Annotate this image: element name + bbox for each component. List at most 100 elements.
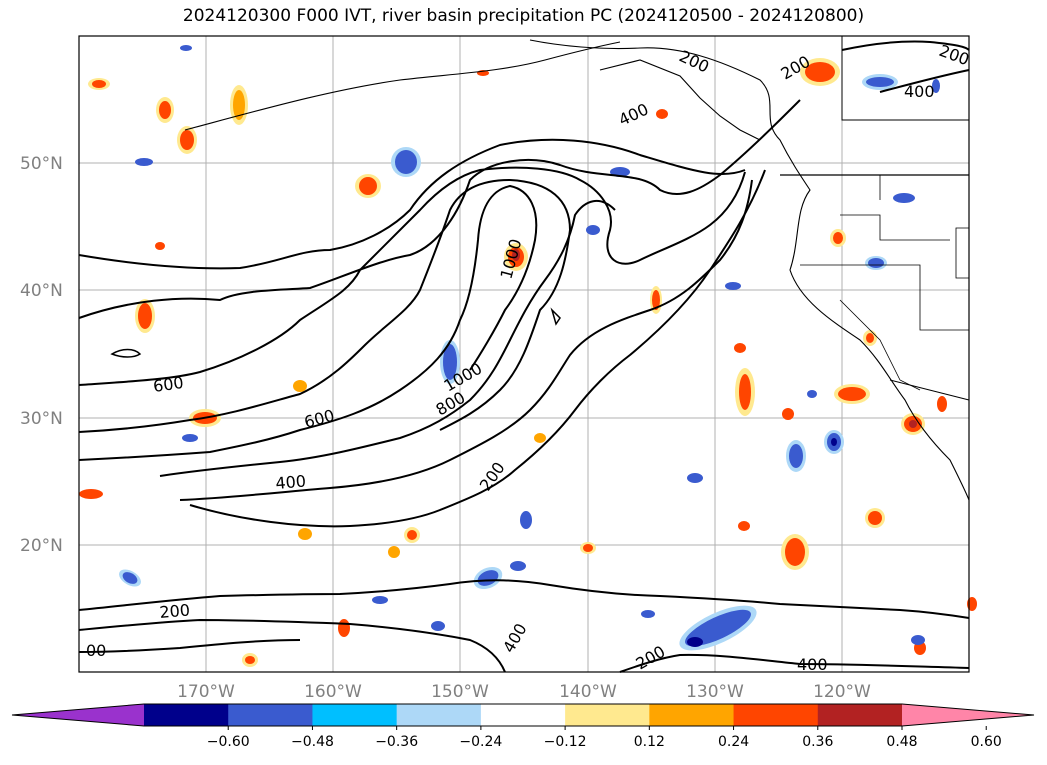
- colorbar-tick-label: 0.36: [802, 734, 833, 750]
- contour-line-400-far-south: [619, 653, 970, 673]
- precip-blob: [583, 544, 593, 552]
- alaska-canada-border: [841, 36, 969, 121]
- lon-label-170w: 170°W: [177, 682, 235, 702]
- colorbar-tick-label: 0.48: [886, 734, 917, 750]
- precip-blob: [838, 387, 866, 401]
- contour-line-200-mid: [189, 169, 766, 528]
- precip-blob: [180, 130, 194, 150]
- precip-blob: [512, 249, 520, 261]
- lon-label-160w: 160°W: [304, 682, 362, 702]
- precip-blob: [789, 444, 803, 468]
- lon-label-140w: 140°W: [559, 682, 617, 702]
- aleutian-chain: [184, 41, 621, 131]
- contour-label: 600: [152, 373, 185, 396]
- contour-line-600-north: [78, 166, 746, 386]
- colorbar-extension-high: [902, 704, 1034, 726]
- lat-label-20n: 20°N: [20, 536, 63, 556]
- precip-blob: [245, 656, 255, 664]
- precip-negative-blobs: [119, 45, 940, 651]
- state-border: [840, 214, 950, 241]
- precip-blob: [687, 473, 703, 483]
- colorbar-tick-label: −0.12: [544, 734, 587, 750]
- contour-label: 200: [159, 600, 191, 622]
- precip-blob: [510, 561, 526, 571]
- lat-label-30n: 30°N: [20, 409, 63, 429]
- precip-blob: [388, 546, 400, 558]
- contour-label: 400: [904, 82, 935, 101]
- precip-blob: [159, 101, 171, 119]
- us-mexico-border: [889, 379, 970, 401]
- colorbar-outline: [11, 703, 1035, 727]
- precip-blob: [443, 344, 457, 380]
- colorbar-tick-label: −0.60: [207, 734, 250, 750]
- precip-blob: [739, 374, 751, 410]
- colorbar-segment: [312, 704, 398, 726]
- contour-line-400-north: [78, 99, 801, 319]
- precip-blob: [932, 79, 940, 93]
- colorbar: −0.60 −0.48 −0.36 −0.24 −0.12 0.12 0.24 0.36 0.4…: [11, 703, 1035, 750]
- precip-blob: [868, 258, 884, 268]
- precip-blob: [372, 596, 388, 604]
- colorbar-tick-label: 0.24: [718, 734, 749, 750]
- contour-line-200-south: [78, 579, 970, 619]
- colorbar-segment: [228, 704, 313, 726]
- precip-blob: [807, 390, 817, 398]
- precip-blob: [782, 408, 794, 420]
- contour-line-200-ne: [841, 40, 970, 51]
- colorbar-segment: [565, 704, 650, 726]
- precip-blob: [734, 343, 746, 353]
- precip-blob: [738, 521, 750, 531]
- precip-blob: [586, 225, 600, 235]
- precip-blob: [805, 62, 835, 82]
- latitude-labels: 50°N 40°N 30°N 20°N: [20, 154, 63, 556]
- precip-blob: [180, 45, 192, 51]
- contour-line-600-south: [159, 200, 616, 477]
- precip-blob: [911, 635, 925, 645]
- contour-line-small-loop: [110, 348, 142, 358]
- precip-blob: [359, 177, 377, 195]
- precip-blob: [685, 609, 751, 647]
- precip-blob: [785, 538, 805, 566]
- colorbar-segment: [817, 704, 903, 726]
- colorbar-tick-label: −0.24: [459, 734, 502, 750]
- lat-label-50n: 50°N: [20, 154, 63, 174]
- precip-blob: [534, 433, 546, 443]
- longitude-labels: 170°W 160°W 150°W 140°W 130°W 120°W: [177, 682, 871, 702]
- precip-blob: [866, 333, 874, 343]
- map-title: 2024120300 F000 IVT, river basin precipi…: [182, 6, 865, 26]
- precip-blob: [831, 438, 837, 446]
- lon-label-130w: 130°W: [686, 682, 744, 702]
- contour-label: 00: [86, 641, 106, 660]
- ivt-contours: [78, 40, 970, 673]
- precip-blob: [395, 150, 417, 174]
- precip-blob: [233, 90, 245, 120]
- precip-blob: [641, 610, 655, 618]
- colorbar-segment: [480, 704, 566, 726]
- precip-blob: [407, 530, 417, 540]
- precip-blob: [833, 232, 843, 244]
- contour-label: 400: [797, 655, 828, 674]
- precip-blob: [893, 193, 915, 203]
- precip-blob: [79, 489, 103, 499]
- lon-label-120w: 120°W: [813, 682, 871, 702]
- map-border: [78, 35, 970, 673]
- north-america-coastline: [529, 39, 970, 501]
- precip-blob: [477, 570, 499, 586]
- precip-blob: [652, 290, 660, 310]
- colorbar-extension-low: [12, 704, 144, 726]
- contour-line-400-ne: [879, 69, 970, 93]
- precip-blob: [298, 528, 312, 540]
- contour-line-small-loop: [550, 307, 561, 326]
- precip-blob: [909, 420, 917, 428]
- precip-blob: [687, 637, 703, 647]
- precip-blob: [725, 282, 741, 290]
- precip-blob: [656, 109, 668, 119]
- contour-label: 400: [275, 471, 307, 493]
- colorbar-tick-label: 0.60: [971, 734, 1002, 750]
- colorbar-segment: [733, 704, 819, 726]
- precip-blob: [182, 434, 198, 442]
- colorbar-segment: [649, 704, 735, 726]
- precip-blob: [122, 572, 138, 584]
- precip-blob: [135, 158, 153, 166]
